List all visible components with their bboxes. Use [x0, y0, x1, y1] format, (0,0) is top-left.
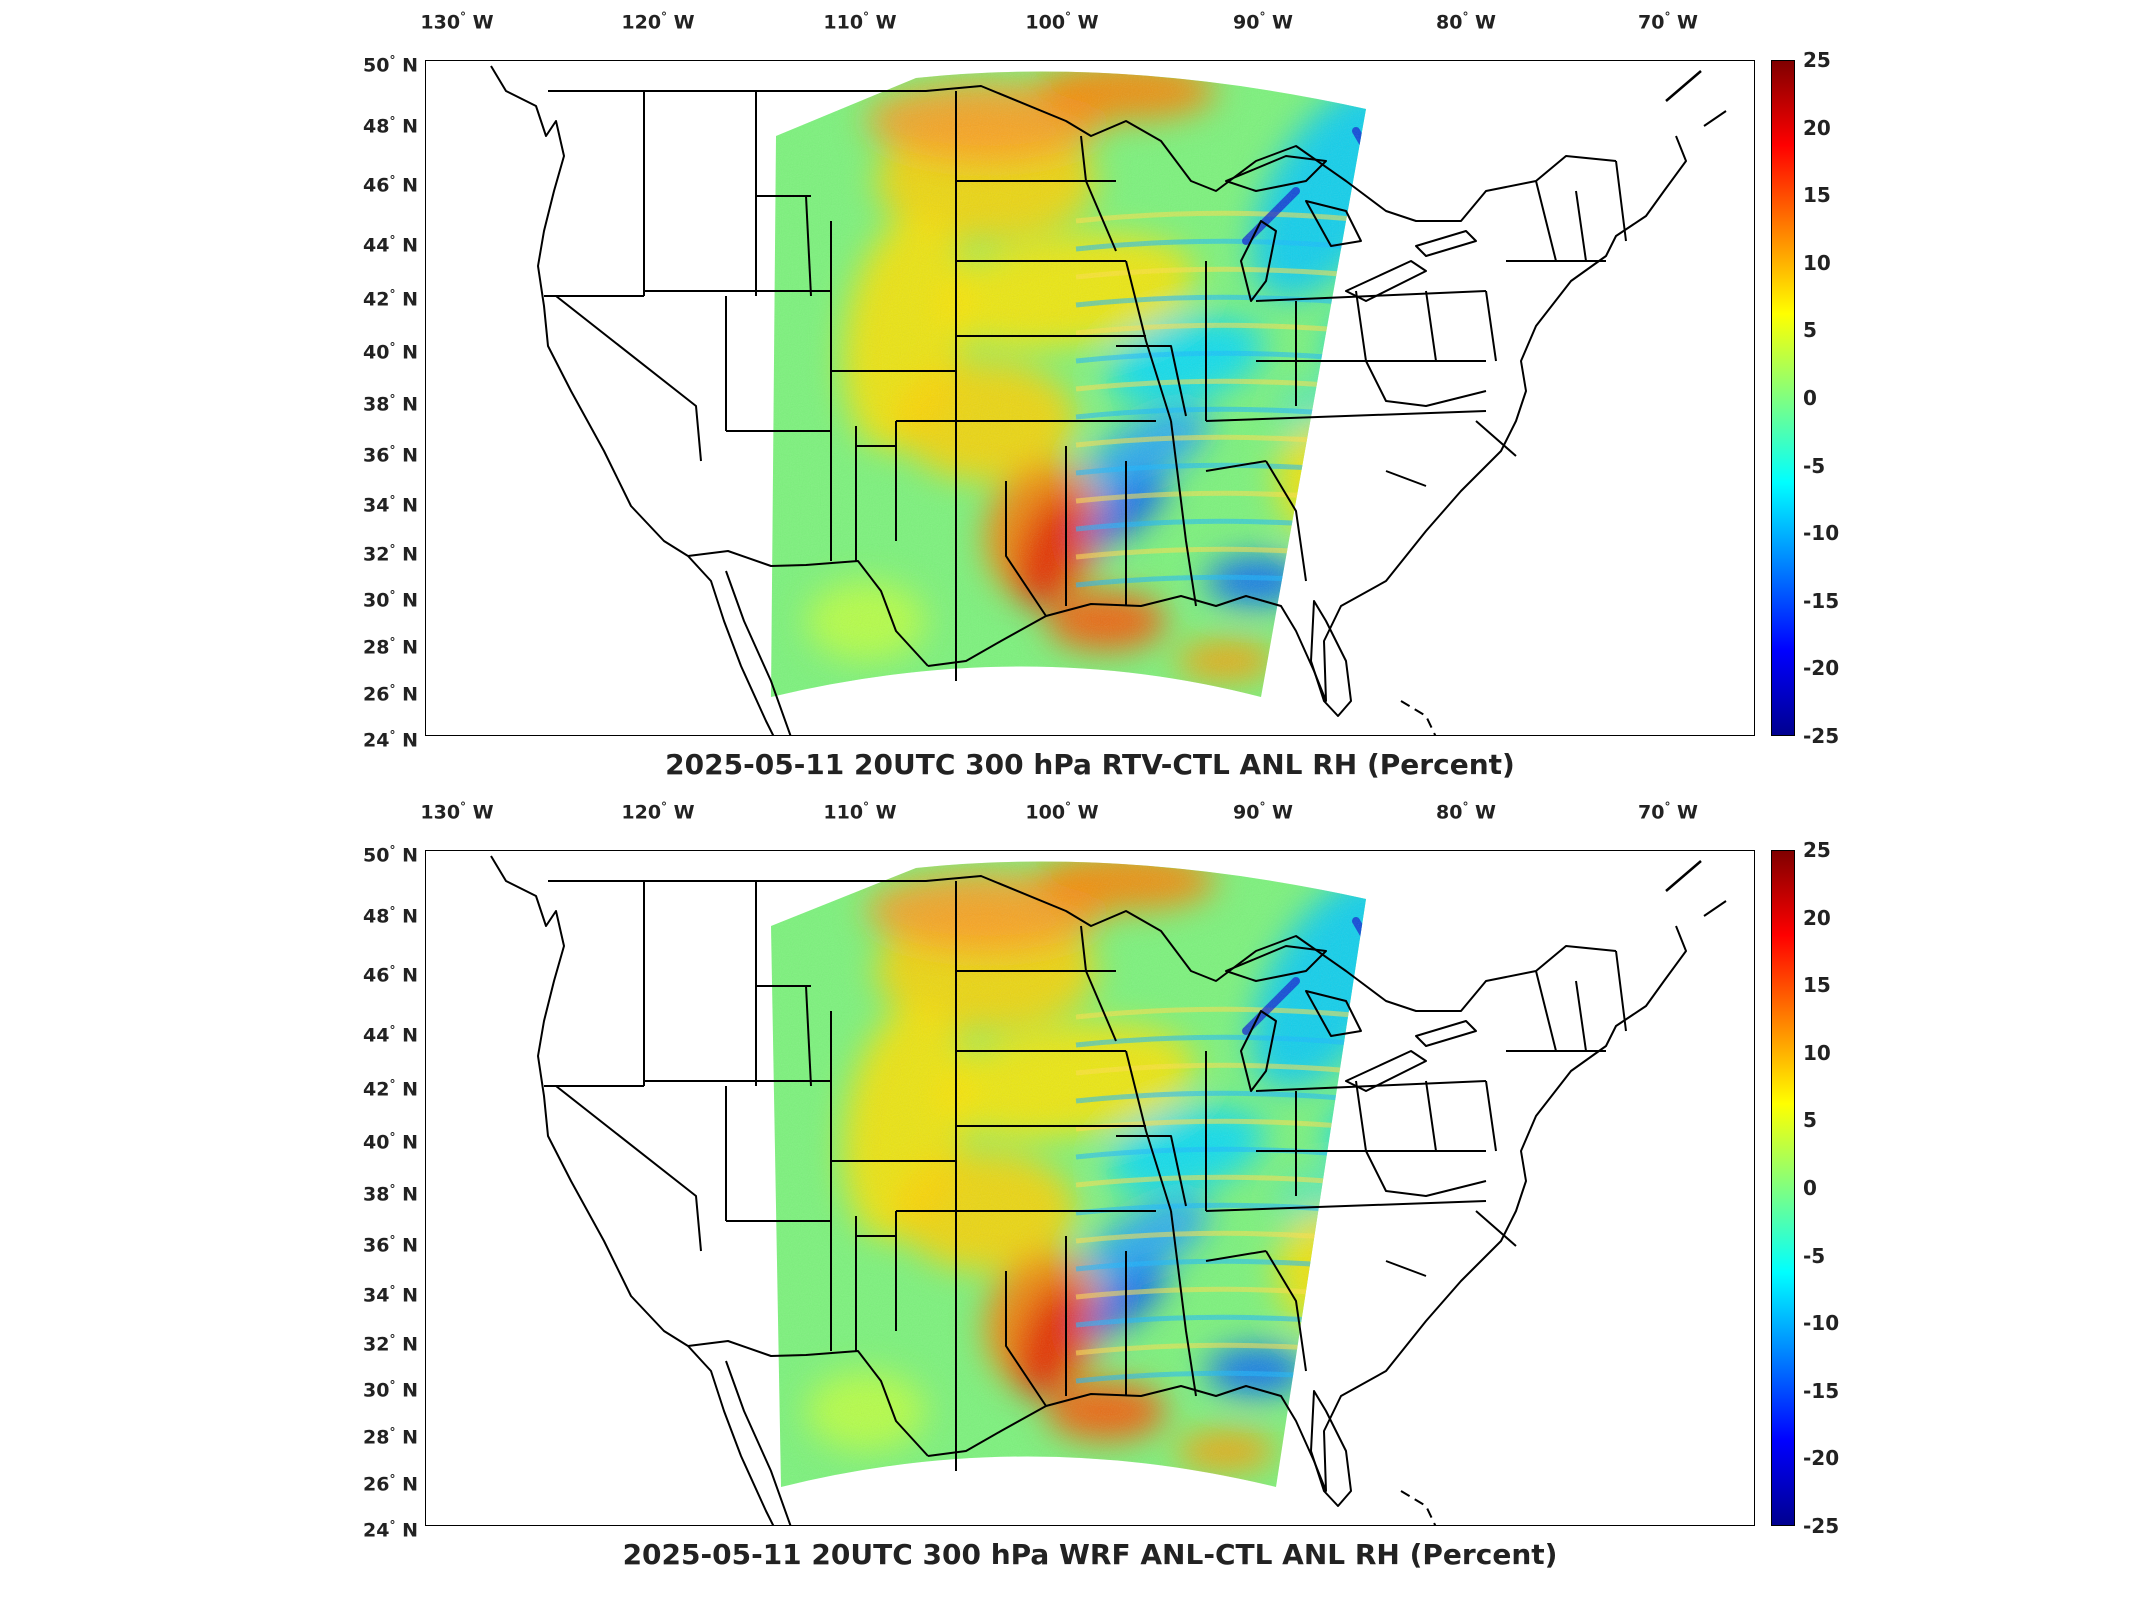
- latitude-tick-label: 24° N: [363, 1518, 418, 1542]
- colorbar-tick-label: -20: [1803, 656, 1840, 681]
- rh-difference-map: [490, 855, 1727, 1525]
- latitude-tick-label: 34° N: [363, 1283, 418, 1307]
- colorbar-tick-label: -5: [1803, 453, 1826, 478]
- latitude-tick-label: 38° N: [363, 392, 418, 416]
- colorbar-tick-label: -25: [1803, 1514, 1840, 1538]
- latitude-tick-label: 32° N: [363, 542, 418, 566]
- longitude-tick-label: 120° W: [621, 800, 695, 824]
- longitude-tick-label: 110° W: [823, 800, 897, 824]
- longitude-tick-label: 130° W: [420, 10, 494, 34]
- colorbar-tick-label: -15: [1803, 588, 1840, 613]
- latitude-tick-label: 36° N: [363, 443, 418, 467]
- latitude-tick-label: 50° N: [363, 53, 418, 77]
- latitude-tick-label: 42° N: [363, 287, 418, 311]
- colorbar-tick-label: 5: [1803, 1108, 1817, 1133]
- longitude-tick-label: 120° W: [621, 10, 695, 34]
- rh-difference-map: [490, 65, 1727, 735]
- colorbar-tick-label: 20: [1803, 905, 1831, 930]
- map-plot-area: [425, 850, 1755, 1526]
- colorbar: [1771, 850, 1795, 1526]
- colorbar-tick-label: 25: [1803, 48, 1831, 72]
- state-boundaries: [490, 65, 1727, 735]
- latitude-tick-label: 28° N: [363, 635, 418, 659]
- colorbar-tick-label: 20: [1803, 115, 1831, 140]
- colorbar-tick-label: -5: [1803, 1243, 1826, 1268]
- longitude-tick-label: 90° W: [1232, 10, 1294, 34]
- latitude-tick-label: 50° N: [363, 843, 418, 867]
- colorbar-tick-label: 25: [1803, 838, 1831, 862]
- longitude-tick-label: 80° W: [1435, 10, 1497, 34]
- latitude-tick-label: 32° N: [363, 1332, 418, 1356]
- map-plot-area: [425, 60, 1755, 736]
- longitude-tick-label: 70° W: [1637, 10, 1699, 34]
- colorbar-tick-label: 10: [1803, 250, 1831, 275]
- map-panel-top: 130° W 120° W 110° W 100° W 90° W 80° W 70° W …: [0, 0, 2133, 790]
- colorbar-tick-label: -20: [1803, 1446, 1840, 1471]
- colorbar-tick-label: -15: [1803, 1378, 1840, 1403]
- rh-field: [771, 71, 1366, 697]
- latitude-tick-label: 44° N: [363, 233, 418, 257]
- colorbar-tick-label: 0: [1803, 1176, 1817, 1200]
- longitude-tick-label: 130° W: [420, 800, 494, 824]
- latitude-tick-label: 26° N: [363, 1472, 418, 1496]
- colorbar-tick-label: 10: [1803, 1040, 1831, 1065]
- latitude-tick-label: 38° N: [363, 1182, 418, 1206]
- colorbar-tick-label: -10: [1803, 521, 1840, 546]
- latitude-tick-label: 30° N: [363, 588, 418, 612]
- latitude-tick-label: 36° N: [363, 1233, 418, 1257]
- longitude-tick-label: 110° W: [823, 10, 897, 34]
- latitude-tick-label: 42° N: [363, 1077, 418, 1101]
- longitude-tick-label: 70° W: [1637, 800, 1699, 824]
- longitude-tick-label: 100° W: [1025, 10, 1099, 34]
- panel-title: 2025-05-11 20UTC 300 hPa RTV-CTL ANL RH …: [665, 748, 1515, 781]
- longitude-tick-label: 100° W: [1025, 800, 1099, 824]
- latitude-tick-label: 34° N: [363, 493, 418, 517]
- latitude-tick-label: 24° N: [363, 728, 418, 752]
- latitude-tick-label: 44° N: [363, 1023, 418, 1047]
- colorbar-tick-label: 15: [1803, 183, 1831, 208]
- rh-field: [771, 861, 1366, 1487]
- latitude-tick-label: 40° N: [363, 340, 418, 364]
- latitude-tick-label: 40° N: [363, 1130, 418, 1154]
- latitude-tick-label: 46° N: [363, 173, 418, 197]
- panel-title: 2025-05-11 20UTC 300 hPa WRF ANL-CTL ANL…: [622, 1538, 1558, 1571]
- longitude-tick-label: 90° W: [1232, 800, 1294, 824]
- state-boundaries: [490, 855, 1727, 1525]
- latitude-tick-label: 28° N: [363, 1425, 418, 1449]
- latitude-tick-label: 48° N: [363, 904, 418, 928]
- map-panel-bottom: 130° W 120° W 110° W 100° W 90° W 80° W 70° W …: [0, 790, 2133, 1580]
- latitude-tick-label: 30° N: [363, 1378, 418, 1402]
- colorbar: [1771, 60, 1795, 736]
- longitude-tick-label: 80° W: [1435, 800, 1497, 824]
- latitude-tick-label: 26° N: [363, 682, 418, 706]
- colorbar-tick-label: 15: [1803, 973, 1831, 998]
- colorbar-tick-label: 0: [1803, 386, 1817, 410]
- colorbar-tick-label: 5: [1803, 318, 1817, 343]
- latitude-tick-label: 48° N: [363, 114, 418, 138]
- colorbar-tick-label: -25: [1803, 724, 1840, 748]
- latitude-tick-label: 46° N: [363, 963, 418, 987]
- colorbar-tick-label: -10: [1803, 1311, 1840, 1336]
